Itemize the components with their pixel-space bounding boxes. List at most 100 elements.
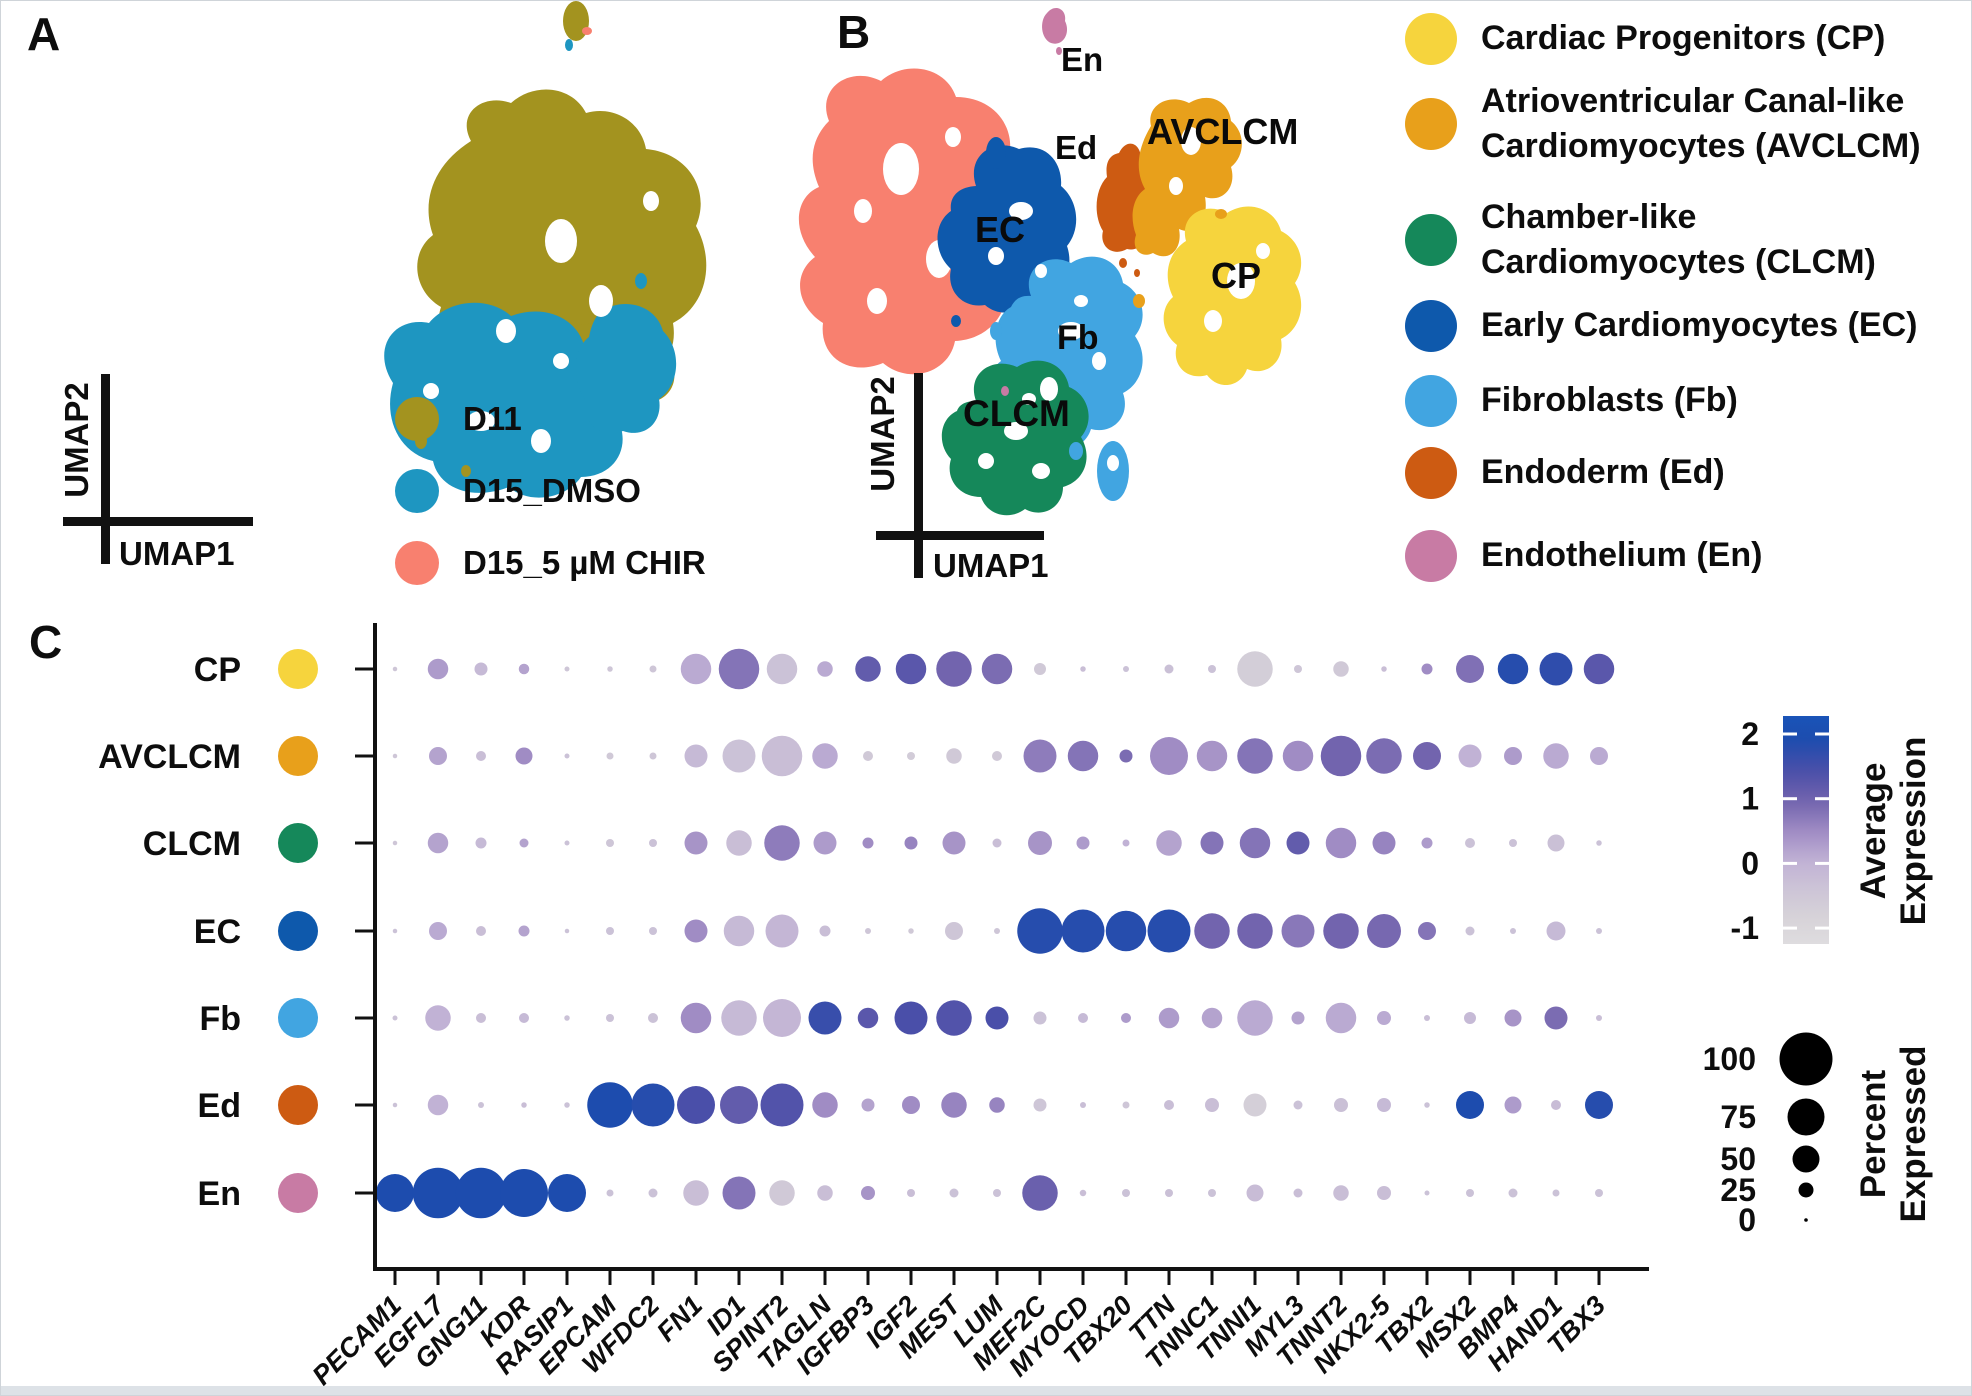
dot-En-TNNT2 [1333, 1185, 1349, 1201]
dot-AVCLCM-MYOCD [1067, 740, 1099, 772]
dot-Fb-FN1 [680, 1002, 712, 1034]
dot-AVCLCM-TNNI1 [1237, 738, 1273, 774]
dot-AVCLCM-TAGLN [812, 743, 838, 769]
dot-CLCM-LUM [992, 838, 1002, 848]
dot-CLCM-BMP4 [1509, 839, 1517, 847]
panel-b-y-axis-label: UMAP2 [864, 376, 901, 492]
legend-b-item-Ed: Endoderm (Ed) [1405, 447, 1725, 499]
umap-b-y-axis-line [914, 373, 923, 578]
row-label-Fb: Fb [199, 1000, 241, 1038]
colorbar-tick-label-2: 2 [1741, 716, 1759, 752]
dot-Ed-IGFBP3 [861, 1098, 875, 1112]
dot-En-HAND1 [1552, 1189, 1560, 1197]
dot-CP-SPINT2 [766, 653, 798, 685]
umap-plot-celltypes [876, 7, 1302, 578]
legend-b-swatch-Ed [1405, 447, 1457, 499]
dot-CP-BMP4 [1497, 653, 1529, 685]
dot-CLCM-TNNT2 [1325, 827, 1357, 859]
cluster-annotation-Fb: Fb [1057, 319, 1099, 357]
umap-b-ec-speck [951, 315, 961, 327]
dot-EC-RASIP1 [564, 928, 570, 934]
dot-EC-EGFL7 [429, 922, 447, 940]
dot-CP-TNNT2 [1333, 661, 1349, 677]
dot-Ed-TBX3 [1585, 1091, 1613, 1119]
size-legend-label-25: 25 [1720, 1172, 1756, 1208]
dot-En-MSX2 [1466, 1189, 1474, 1197]
dot-Fb-GNG11 [476, 1013, 486, 1023]
dot-Fb-LUM [985, 1006, 1009, 1030]
legend-b-item-AVCLCM: Atrioventricular Canal-like Cardiomyocyte… [1405, 79, 1921, 169]
panel-a-x-axis-label: UMAP1 [119, 535, 235, 572]
dot-Ed-GNG11 [478, 1102, 484, 1108]
dot-CP-FN1 [680, 653, 712, 685]
panel-a-label: A [27, 8, 61, 60]
dot-AVCLCM-TNNT2 [1320, 735, 1362, 777]
dot-CP-EGFL7 [427, 658, 449, 680]
dot-CP-LUM [981, 653, 1013, 685]
cluster-annotation-EC: EC [975, 209, 1026, 250]
dot-Fb-MSX2 [1464, 1012, 1476, 1024]
dot-AVCLCM-TTN [1150, 737, 1188, 775]
dot-CLCM-TNNC1 [1200, 831, 1224, 855]
dot-CP-NKX2-5 [1381, 666, 1387, 672]
dot-CLCM-EGFL7 [427, 832, 449, 854]
size-legend-dot-25 [1798, 1182, 1814, 1198]
dot-CP-MYOCD [1080, 666, 1086, 672]
dot-Fb-IGFBP3 [857, 1007, 879, 1029]
dot-AVCLCM-GNG11 [476, 751, 486, 761]
dot-CP-MYL3 [1294, 665, 1302, 673]
row-color-dot-CLCM [278, 823, 318, 863]
dot-CP-TNNI1 [1237, 651, 1273, 687]
dot-CP-TBX2 [1421, 663, 1433, 675]
dot-Ed-EGFL7 [427, 1094, 449, 1116]
dot-Ed-EPCAM [587, 1082, 633, 1128]
dot-AVCLCM-EGFL7 [429, 747, 447, 765]
size-legend-label-75: 75 [1720, 1099, 1756, 1135]
dot-EC-MEF2C [1017, 908, 1063, 954]
dot-EC-MYL3 [1281, 914, 1315, 948]
cluster-annotation-En: En [1061, 41, 1104, 78]
umap-b-ec-bump [986, 137, 1006, 169]
umap-a-top-blob [563, 1, 589, 41]
legend-a-swatch-D15_DMSO [395, 469, 439, 513]
dot-Fb-TBX2 [1424, 1015, 1430, 1021]
dot-Fb-TBX3 [1596, 1015, 1602, 1021]
dot-En-LUM [993, 1189, 1001, 1197]
legend-a-item-D11: D11 [395, 397, 522, 441]
dot-Fb-TTN [1158, 1007, 1180, 1029]
dot-AVCLCM-TNNC1 [1196, 740, 1228, 772]
dot-EC-MSX2 [1465, 926, 1475, 936]
dot-AVCLCM-ID1 [722, 739, 756, 773]
legend-a-item-D15_DMSO: D15_DMSO [395, 469, 641, 513]
dot-CP-MEF2C [1034, 663, 1046, 675]
dot-Fb-MYL3 [1291, 1011, 1305, 1025]
dot-En-IGF2 [907, 1189, 915, 1197]
dot-Fb-TBX20 [1121, 1013, 1131, 1023]
dot-Fb-PECAM1 [392, 1015, 398, 1021]
umap-b-cp-speck-orange [1215, 209, 1227, 219]
legend-a-label-D15_DMSO: D15_DMSO [463, 472, 641, 509]
colorbar-tick-label-0: 0 [1741, 845, 1759, 881]
dot-Ed-KDR [521, 1102, 527, 1108]
umap-a-x-axis-line [63, 517, 253, 526]
dot-AVCLCM-RASIP1 [564, 753, 570, 759]
dot-En-TTN [1165, 1189, 1173, 1197]
umap-b-fb-orange-speck [1133, 294, 1145, 308]
legend-b-item-CLCM: Chamber-like Cardiomyocytes (CLCM) [1405, 195, 1876, 285]
dot-AVCLCM-WFDC2 [649, 752, 657, 760]
row-color-dot-AVCLCM [278, 736, 318, 776]
dot-CLCM-PECAM1 [392, 840, 398, 846]
dot-CLCM-SPINT2 [764, 825, 800, 861]
legend-a-item-D15_5 µM CHIR: D15_5 µM CHIR [395, 541, 706, 585]
legend-b-label-CP: Cardiac Progenitors (CP) [1481, 19, 1886, 58]
dot-CLCM-WFDC2 [649, 839, 657, 847]
dot-CLCM-EPCAM [606, 839, 614, 847]
dot-En-SPINT2 [769, 1180, 795, 1206]
dot-Ed-PECAM1 [392, 1102, 398, 1108]
legend-b-item-En: Endothelium (En) [1405, 530, 1762, 582]
dot-AVCLCM-PECAM1 [392, 753, 398, 759]
dot-Ed-MSX2 [1456, 1091, 1484, 1119]
legend-b-swatch-AVCLCM [1405, 98, 1457, 151]
dot-CLCM-MYOCD [1076, 836, 1090, 850]
